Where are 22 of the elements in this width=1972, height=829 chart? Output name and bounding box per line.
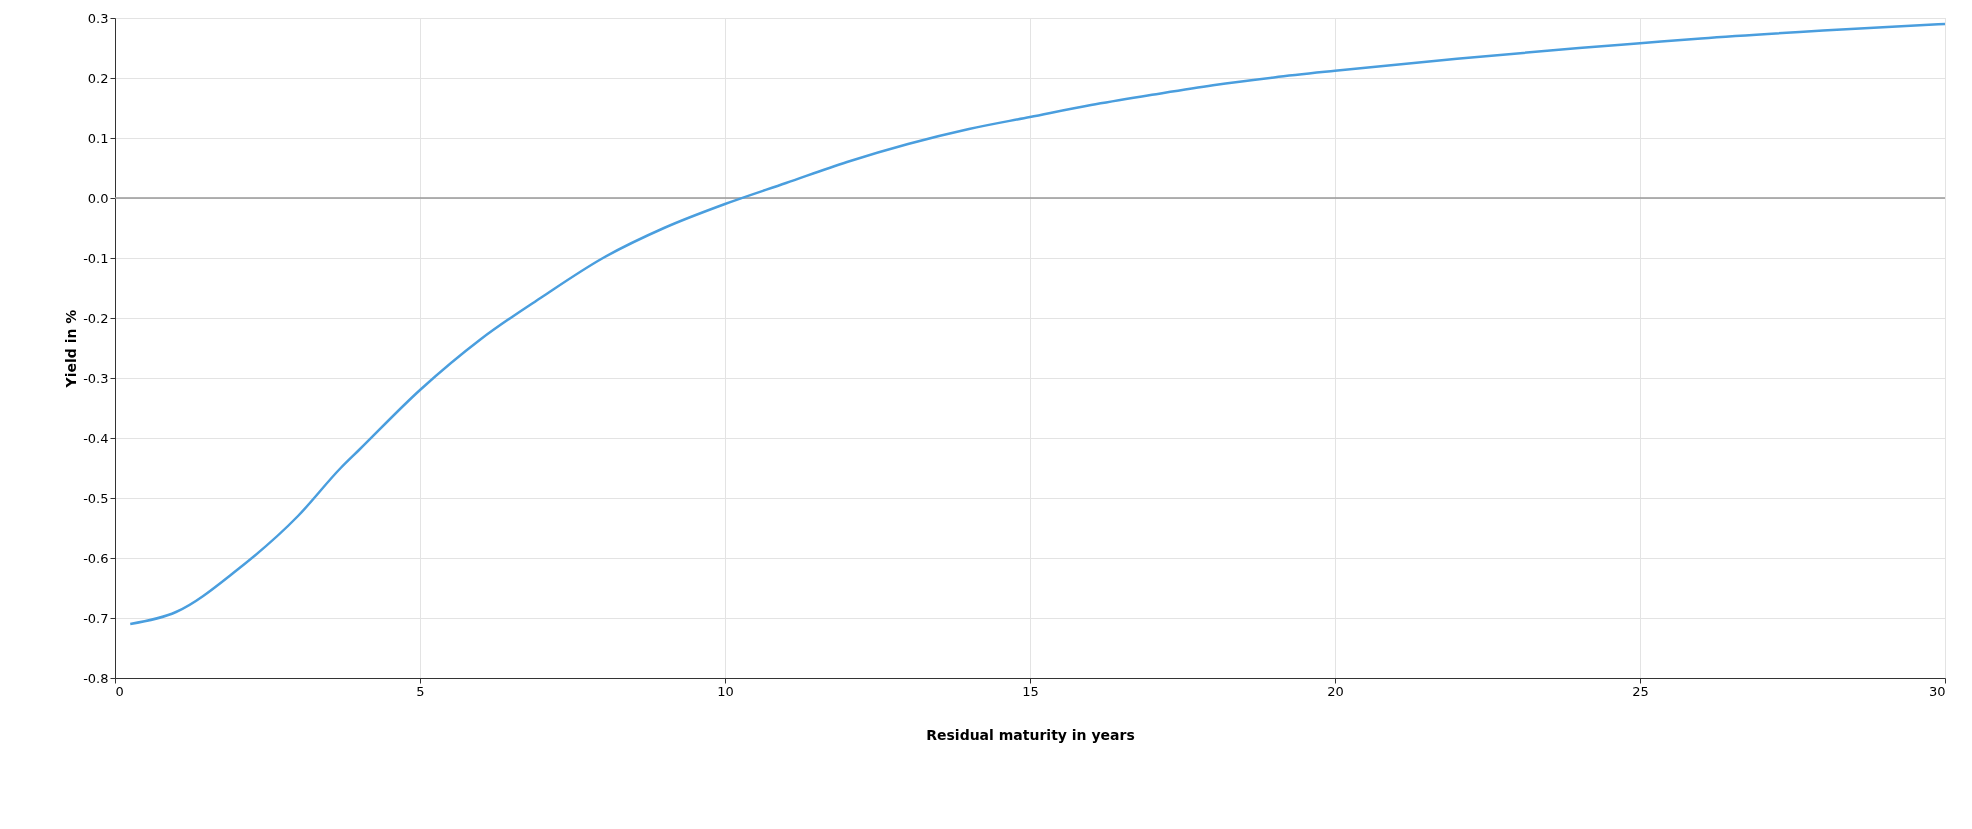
y-tick-label: -0.2: [83, 310, 109, 326]
x-tick-label: 20: [1327, 683, 1344, 699]
y-tick-label: 0.3: [87, 10, 109, 26]
x-tick-label: 0: [115, 683, 124, 699]
x-tick-label: 5: [416, 683, 425, 699]
y-tick-label: 0.2: [87, 70, 109, 86]
y-axis-title: Yield in %: [63, 309, 80, 389]
x-tick-label: 25: [1632, 683, 1649, 699]
y-tick-label: 0.0: [87, 190, 109, 206]
x-tick-label: 15: [1022, 683, 1039, 699]
y-tick-label: -0.3: [83, 370, 109, 386]
y-tick-label: -0.1: [83, 250, 109, 266]
y-tick-label: -0.5: [83, 490, 109, 506]
y-tick-label: -0.6: [83, 550, 109, 566]
y-tick-label: -0.7: [83, 610, 109, 626]
y-tick-label: -0.8: [83, 670, 109, 686]
y-tick-label: -0.4: [83, 430, 109, 446]
y-tick-label: 0.1: [87, 130, 109, 146]
x-tick-label: 10: [717, 683, 734, 699]
line-series: [129, 22, 1947, 626]
x-axis-title: Residual maturity in years: [926, 726, 1135, 743]
x-tick-label: 30: [1928, 683, 1946, 699]
